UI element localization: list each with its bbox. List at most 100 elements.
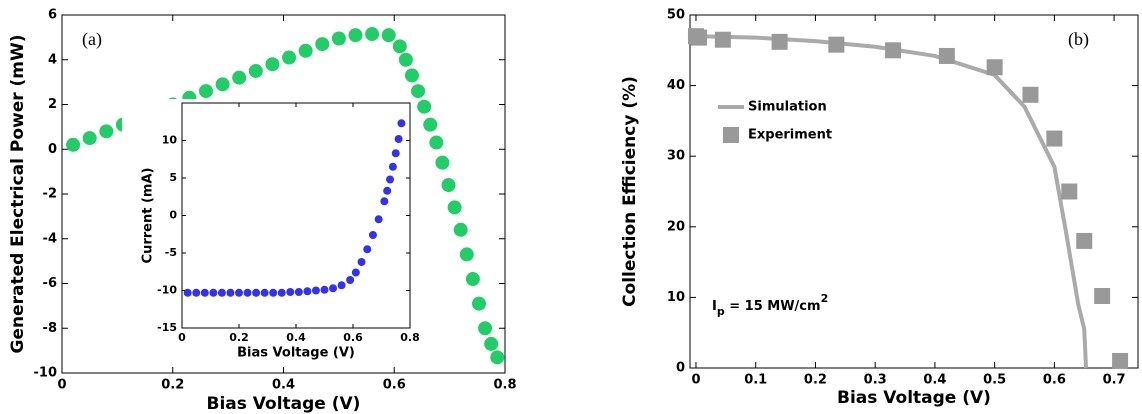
annotation-sup: 2: [821, 292, 829, 305]
data-point: [329, 284, 338, 293]
data-point: [435, 155, 450, 170]
y-tick-label: 5: [169, 171, 177, 184]
data-point: [429, 135, 444, 150]
data-point: [1022, 86, 1039, 103]
data-point: [1061, 183, 1078, 200]
data-point: [1094, 287, 1111, 304]
y-tick-label: 20: [667, 219, 685, 234]
data-point: [99, 124, 114, 139]
x-tick-label: 0: [691, 373, 700, 388]
annotation-sub: p: [717, 305, 725, 318]
x-axis-label: Bias Voltage (V): [207, 394, 361, 414]
data-point: [303, 287, 312, 296]
legend-swatch: [723, 127, 739, 143]
data-point: [417, 99, 432, 114]
data-point: [215, 77, 230, 92]
x-tick-label: 0.5: [983, 373, 1006, 388]
data-point: [411, 84, 426, 99]
x-tick-label: 0.8: [400, 331, 420, 344]
data-point: [269, 288, 278, 297]
data-point: [348, 28, 363, 43]
data-point: [690, 29, 707, 46]
x-tick-label: 0.3: [864, 373, 887, 388]
data-point: [252, 288, 261, 297]
data-point: [1076, 232, 1093, 249]
data-point: [82, 131, 97, 146]
x-tick-label: 0.6: [1043, 373, 1066, 388]
data-point: [217, 288, 226, 297]
legend-label: Experiment: [748, 128, 832, 143]
y-tick-label: 0: [48, 142, 57, 157]
data-point: [298, 43, 313, 58]
data-point: [320, 285, 329, 294]
data-point: [459, 247, 474, 262]
data-point: [383, 186, 392, 195]
annotation: Ip = 15 MW/cm2: [712, 292, 828, 318]
legend-label: Simulation: [748, 100, 827, 115]
data-point: [484, 336, 499, 351]
data-point: [771, 33, 788, 50]
data-point: [938, 47, 955, 64]
data-point: [357, 258, 366, 266]
y-axis-label: Current (mA): [141, 168, 156, 264]
data-point: [331, 31, 346, 46]
data-point: [388, 162, 397, 171]
y-tick-label: 6: [48, 8, 57, 23]
data-point: [885, 42, 902, 59]
data-point: [243, 288, 252, 297]
data-point: [351, 268, 360, 277]
x-tick-label: 0: [178, 331, 186, 344]
data-point: [365, 27, 380, 42]
data-point: [423, 117, 438, 132]
data-point: [391, 149, 400, 158]
y-tick-label: -10: [157, 284, 177, 297]
data-point: [248, 63, 263, 78]
data-point: [380, 197, 389, 206]
x-tick-label: 0.4: [272, 378, 295, 393]
data-point: [282, 50, 297, 65]
data-point: [66, 137, 81, 152]
y-tick-label: -2: [43, 187, 57, 202]
y-tick-label: -5: [165, 246, 177, 259]
y-axis-label: Collection Efficiency (%): [620, 76, 640, 307]
annotation-part: = 15 MW/cm: [725, 299, 821, 314]
data-point: [447, 200, 462, 215]
data-point: [200, 288, 209, 297]
y-tick-label: 0: [169, 209, 177, 222]
y-tick-label: 40: [667, 78, 685, 93]
data-point: [386, 175, 395, 184]
data-point: [183, 288, 192, 297]
panel-label: (b): [1068, 29, 1089, 50]
data-point: [465, 272, 480, 287]
data-point: [478, 321, 493, 336]
y-tick-label: -15: [157, 321, 177, 334]
x-tick-label: 0.1: [744, 373, 767, 388]
x-tick-label: 0.8: [493, 378, 516, 393]
data-point: [311, 286, 320, 295]
y-tick-label: -10: [34, 366, 58, 381]
x-tick-label: 0.7: [1103, 373, 1126, 388]
data-point: [192, 288, 201, 297]
data-point: [453, 222, 468, 237]
y-tick-label: -6: [43, 276, 57, 291]
y-tick-label: 0: [676, 361, 685, 376]
plot-frame: [689, 14, 1139, 369]
x-tick-label: 0: [57, 378, 66, 393]
y-tick-label: -4: [43, 231, 57, 246]
data-point: [209, 288, 218, 297]
data-point: [714, 31, 731, 48]
panel: 0 0.2 0.4 0.6 0.8 -15 -10 -5 0 5 10 Bias Voltage (V…: [122, 99, 420, 362]
data-point: [394, 135, 403, 143]
x-tick-label: 0.2: [804, 373, 827, 388]
data-point: [277, 288, 286, 297]
y-tick-label: 2: [48, 97, 57, 112]
inset-background: [122, 99, 416, 362]
x-tick-label: 0.2: [161, 378, 184, 393]
x-tick-label: 0.4: [286, 331, 306, 344]
x-axis-label: Bias Voltage (V): [837, 388, 991, 408]
data-point: [363, 245, 372, 254]
data-point: [374, 215, 383, 224]
data-point: [404, 68, 419, 83]
data-point: [232, 70, 247, 85]
